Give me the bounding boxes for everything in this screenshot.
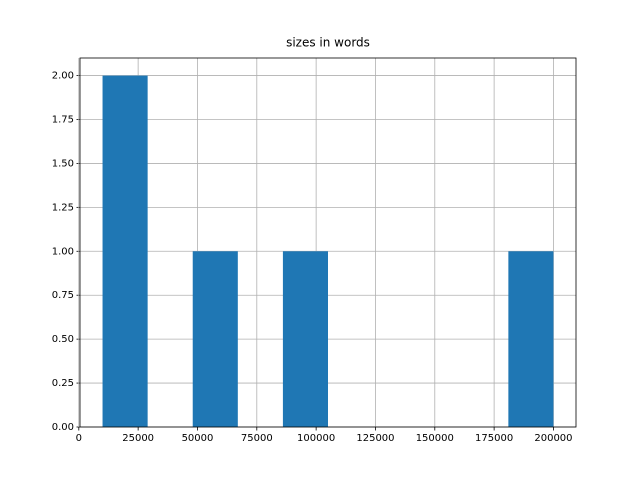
y-tick-label: 0.50: [52, 334, 74, 345]
y-tick-label: 2.00: [52, 71, 74, 82]
y-tick-label: 0.25: [52, 378, 74, 389]
x-tick-label: 150000: [416, 433, 454, 444]
axes-frame: [79, 57, 577, 428]
bar: [282, 251, 328, 427]
bar: [102, 75, 148, 428]
x-tick-label: 75000: [241, 433, 273, 444]
bar: [192, 251, 238, 427]
x-tick-label: 25000: [122, 433, 154, 444]
x-tick-label: 100000: [297, 433, 335, 444]
chart-title: sizes in words: [286, 36, 370, 50]
x-tick-label: 200000: [534, 433, 572, 444]
x-tick-label: 125000: [356, 433, 394, 444]
bar: [508, 251, 554, 427]
y-tick-label: 1.50: [52, 158, 74, 169]
y-tick-label: 1.75: [52, 115, 74, 126]
y-tick-label: 0.00: [52, 422, 74, 433]
y-tick-label: 1.25: [52, 202, 74, 213]
x-tick-label: 50000: [182, 433, 214, 444]
x-tick-label: 175000: [475, 433, 513, 444]
y-tick-label: 0.75: [52, 290, 74, 301]
y-tick-label: 1.00: [52, 246, 74, 257]
x-tick-label: 0: [76, 433, 82, 444]
